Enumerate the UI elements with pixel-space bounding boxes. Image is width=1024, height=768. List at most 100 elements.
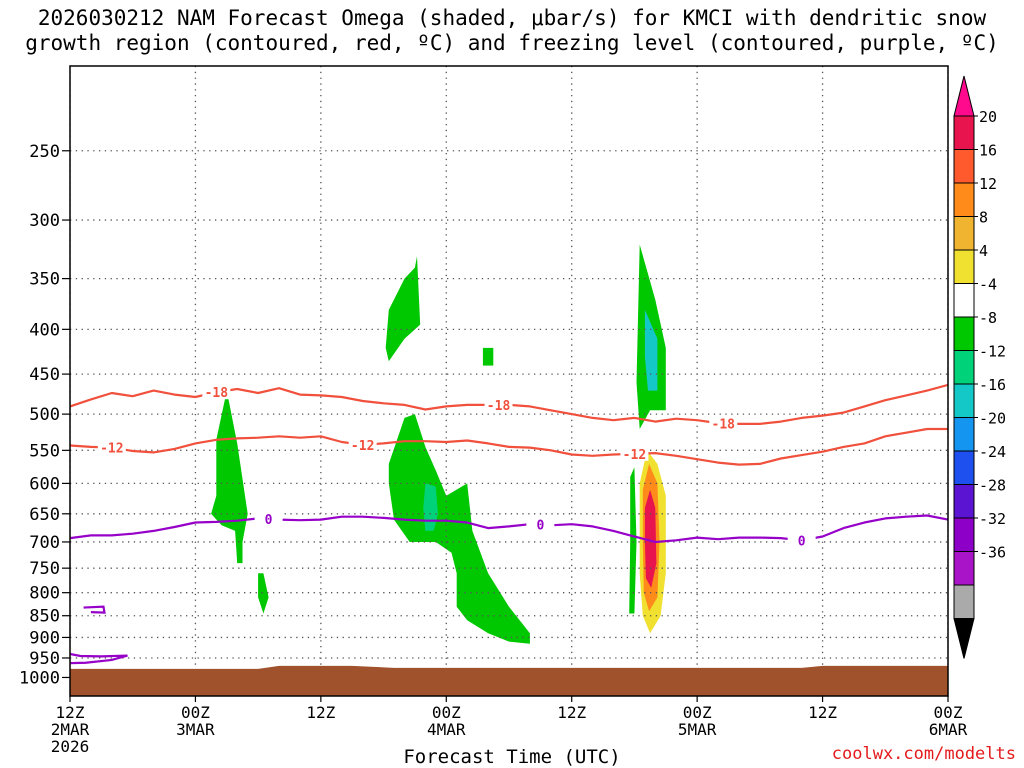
y-tick-label: 750: [29, 559, 60, 579]
x-tick-label: 00Z: [432, 703, 461, 722]
colorbar-tick-label: -28: [979, 477, 1006, 495]
freezing-fragment-low: [70, 652, 128, 665]
y-tick-label: 600: [29, 474, 60, 494]
contour-label-bg: [526, 516, 555, 532]
contour-label: -12: [100, 442, 123, 457]
colorbar-bin-6: [953, 316, 975, 351]
colorbar-bin-4: [953, 249, 975, 284]
contour-label: -18: [712, 417, 736, 432]
y-tick-label: 550: [29, 441, 60, 461]
colorbar-tick-label: -16: [979, 376, 1006, 394]
colorbar-tick-label: 20: [979, 108, 997, 126]
contour-label: -12: [351, 439, 374, 454]
y-tick-label: 900: [29, 628, 60, 648]
colorbar-bin-3: [953, 216, 975, 251]
colorbar-tick-label: -32: [979, 510, 1006, 528]
x-tick-label: 6MAR: [929, 720, 968, 739]
x-tick-label: 12Z: [557, 703, 586, 722]
x-tick-label: 2MAR: [51, 720, 90, 739]
contour-label-bg: [348, 436, 377, 452]
y-tick-label: 950: [29, 649, 60, 669]
contour-label-bg: [202, 384, 231, 400]
y-tick-label: 450: [29, 365, 60, 385]
plot-frame: [69, 65, 949, 697]
contour-label: 0: [265, 513, 273, 528]
colorbar-bin-13: [953, 551, 975, 586]
contour-label-bg: [97, 439, 126, 455]
contour-label-bg: [787, 532, 816, 548]
credit-text: coolwx.com/modelts: [831, 744, 1016, 764]
colorbar-tick-label: -8: [979, 309, 997, 327]
contour-label-bg: [709, 415, 738, 431]
y-tick-label: 700: [29, 533, 60, 553]
x-tick-label: 3MAR: [176, 720, 215, 739]
contour-label: 0: [798, 534, 806, 549]
colorbar-bin-1: [953, 149, 975, 184]
x-tick-label: 00Z: [683, 703, 712, 722]
x-tick-label: 12Z: [56, 703, 85, 722]
omega-region-4: [482, 347, 494, 366]
x-tick-label: 00Z: [181, 703, 210, 722]
chart-title-line2: growth region (contoured, red, ºC) and f…: [25, 31, 999, 55]
colorbar-bin-9: [953, 417, 975, 452]
colorbar-bin-11: [953, 484, 975, 519]
colorbar-bin-7: [953, 350, 975, 385]
x-tick-label: 00Z: [934, 703, 963, 722]
colorbar-tick-label: 8: [979, 209, 988, 227]
colorbar-bin-5: [953, 283, 975, 318]
colorbar-top-arrow: [953, 75, 975, 117]
y-tick-label: 1000: [19, 668, 60, 688]
omega-region-0: [211, 390, 248, 564]
colorbar-tick-label: 16: [979, 142, 997, 160]
ground-terrain: [70, 665, 948, 696]
y-tick-label: 400: [29, 320, 60, 340]
contour-label: 0: [536, 519, 544, 534]
colorbar-tick-label: -12: [979, 343, 1006, 361]
colorbar-bin-14: [953, 584, 975, 619]
contour-line--12: [70, 427, 948, 466]
x-tick-label: 12Z: [306, 703, 335, 722]
colorbar-tick-label: -4: [979, 276, 997, 294]
contour-label: -18: [487, 399, 511, 414]
x-tick-label: 2026: [51, 737, 90, 756]
contour-label-bg: [484, 396, 513, 412]
x-axis-label: Forecast Time (UTC): [403, 746, 621, 768]
colorbar-bin-10: [953, 450, 975, 485]
colorbar-bin-0: [953, 115, 975, 150]
contour-label-bg: [254, 511, 283, 527]
colorbar-tick-label: -36: [979, 544, 1006, 562]
y-tick-label: 850: [29, 607, 60, 627]
chart-title: 2026030212 NAM Forecast Omega (shaded, μ…: [0, 6, 1024, 56]
omega-region-6: [629, 467, 637, 614]
x-tick-label: 4MAR: [427, 720, 466, 739]
colorbar-tick-label: -24: [979, 443, 1006, 461]
y-tick-label: 500: [29, 405, 60, 425]
omega-region-1: [258, 573, 269, 614]
colorbar-bin-2: [953, 182, 975, 217]
colorbar-tick-label: 12: [979, 175, 997, 193]
colorbar-bin-12: [953, 517, 975, 552]
freezing-fragment-high: [83, 605, 106, 614]
omega-region-3: [385, 256, 421, 362]
omega-region-7: [423, 483, 438, 531]
chart-title-line1: 2026030212 NAM Forecast Omega (shaded, μ…: [37, 6, 987, 30]
omega-region-2: [388, 414, 530, 644]
colorbar-tick-label: -20: [979, 410, 1006, 428]
x-tick-label: 5MAR: [678, 720, 717, 739]
y-tick-label: 350: [29, 270, 60, 290]
y-tick-label: 300: [29, 211, 60, 231]
contour-label-bg: [620, 445, 649, 461]
contour-label: -18: [205, 386, 229, 401]
colorbar-tick-label: 4: [979, 242, 988, 260]
contour-label: -12: [623, 448, 646, 463]
omega-region-8: [644, 309, 658, 391]
plot-area: -18 -18 -18 -12 -12 -12 0 0 0: [70, 66, 948, 696]
colorbar-bottom-arrow: [953, 618, 975, 659]
colorbar-bin-8: [953, 383, 975, 418]
contour-line-0: [70, 514, 948, 544]
y-tick-label: 250: [29, 142, 60, 162]
x-tick-label: 12Z: [808, 703, 837, 722]
y-tick-label: 650: [29, 505, 60, 525]
y-tick-label: 800: [29, 584, 60, 604]
